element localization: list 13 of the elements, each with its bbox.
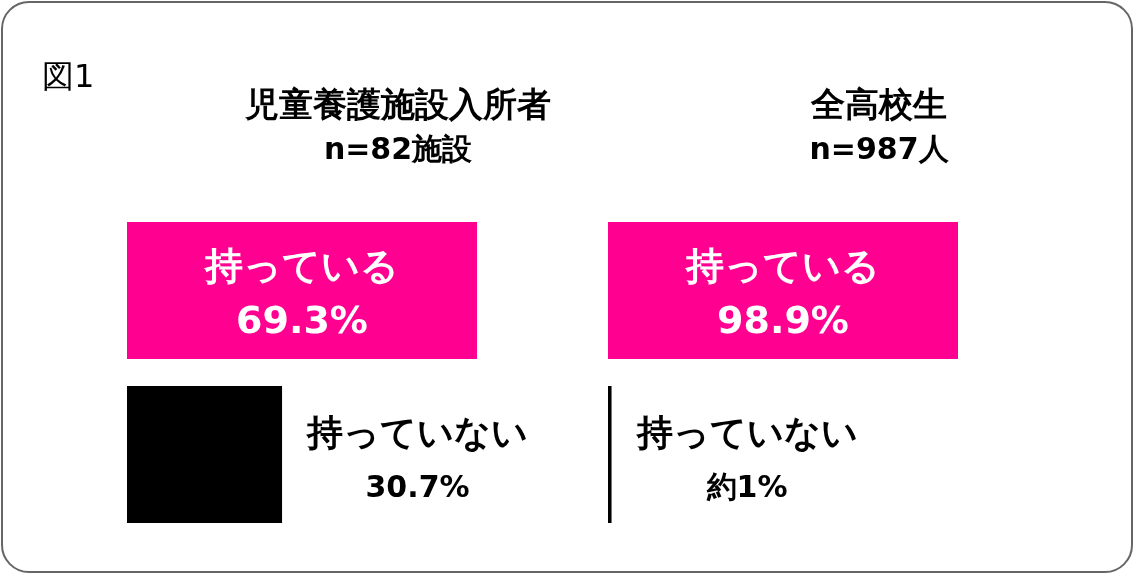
data-label: 約1% [705, 468, 788, 504]
caption: 図1 [42, 57, 95, 95]
chart-subtitle: n=987人 [809, 130, 950, 166]
chart-title: 全高校生 [810, 84, 947, 124]
data-label: 69.3% [236, 298, 368, 342]
data-label: 98.9% [717, 298, 849, 342]
y-tick-label: 持っている [203, 244, 399, 288]
chart-title: 児童養護施設入所者 [244, 84, 551, 124]
data-label: 30.7% [365, 468, 470, 504]
chart-subtitle: n=82施設 [323, 130, 473, 166]
y-tick-label: 持っていない [634, 411, 858, 453]
y-tick-label: 持っていない [305, 411, 529, 453]
y-tick-label: 持っている [684, 244, 880, 288]
